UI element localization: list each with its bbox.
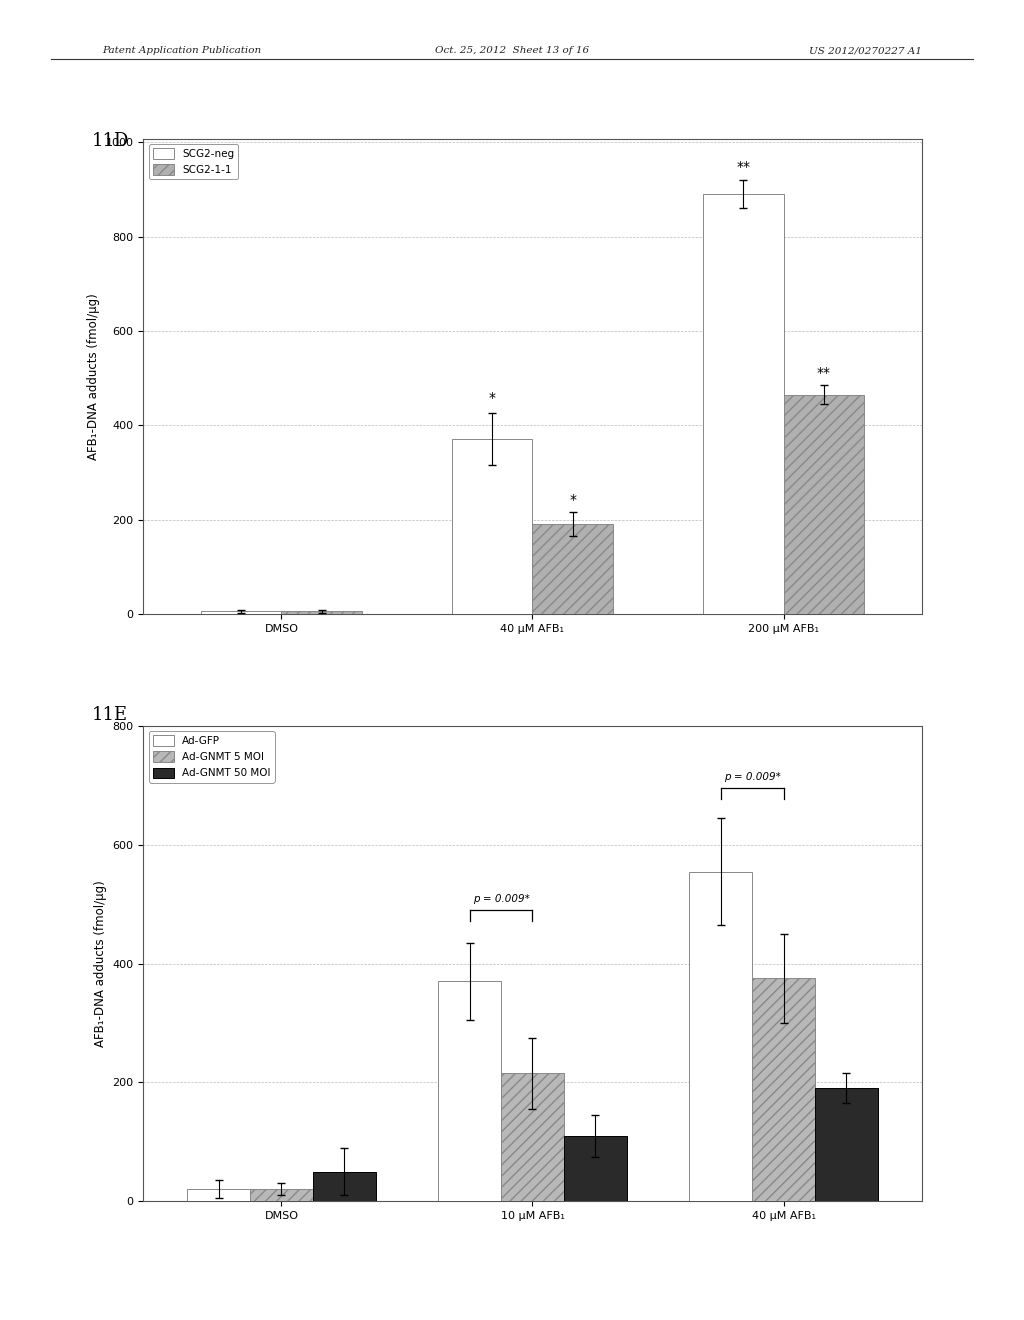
Bar (312, 1172, 376, 1201)
Bar (282, 611, 361, 614)
Text: *: * (488, 391, 496, 405)
Text: **: ** (736, 161, 751, 174)
Text: **: ** (817, 366, 830, 380)
Bar (689, 871, 753, 1201)
Bar (564, 1135, 627, 1201)
Bar (453, 440, 532, 614)
Bar (753, 978, 815, 1201)
Bar (703, 194, 783, 614)
Bar (201, 611, 282, 614)
Text: Patent Application Publication: Patent Application Publication (102, 46, 261, 55)
Text: US 2012/0270227 A1: US 2012/0270227 A1 (809, 46, 922, 55)
Bar (815, 1088, 878, 1201)
Text: *: * (569, 492, 577, 507)
Y-axis label: AFB₁-DNA adducts (fmol/μg): AFB₁-DNA adducts (fmol/μg) (87, 293, 100, 459)
Text: 11D: 11D (92, 132, 129, 150)
Bar (501, 1073, 564, 1201)
Legend: SCG2-neg, SCG2-1-1: SCG2-neg, SCG2-1-1 (148, 144, 239, 180)
Text: Oct. 25, 2012  Sheet 13 of 16: Oct. 25, 2012 Sheet 13 of 16 (435, 46, 589, 55)
Legend: Ad-GFP, Ad-GNMT 5 MOI, Ad-GNMT 50 MOI: Ad-GFP, Ad-GNMT 5 MOI, Ad-GNMT 50 MOI (148, 731, 274, 783)
Text: 11E: 11E (92, 706, 128, 725)
Bar (250, 1189, 312, 1201)
Bar (783, 395, 864, 614)
Text: p = 0.009*: p = 0.009* (724, 772, 780, 783)
Text: p = 0.009*: p = 0.009* (473, 894, 529, 904)
Bar (532, 524, 612, 614)
Bar (187, 1189, 250, 1201)
Bar (438, 982, 501, 1201)
Y-axis label: AFB₁-DNA adducts (fmol/μg): AFB₁-DNA adducts (fmol/μg) (94, 880, 106, 1047)
